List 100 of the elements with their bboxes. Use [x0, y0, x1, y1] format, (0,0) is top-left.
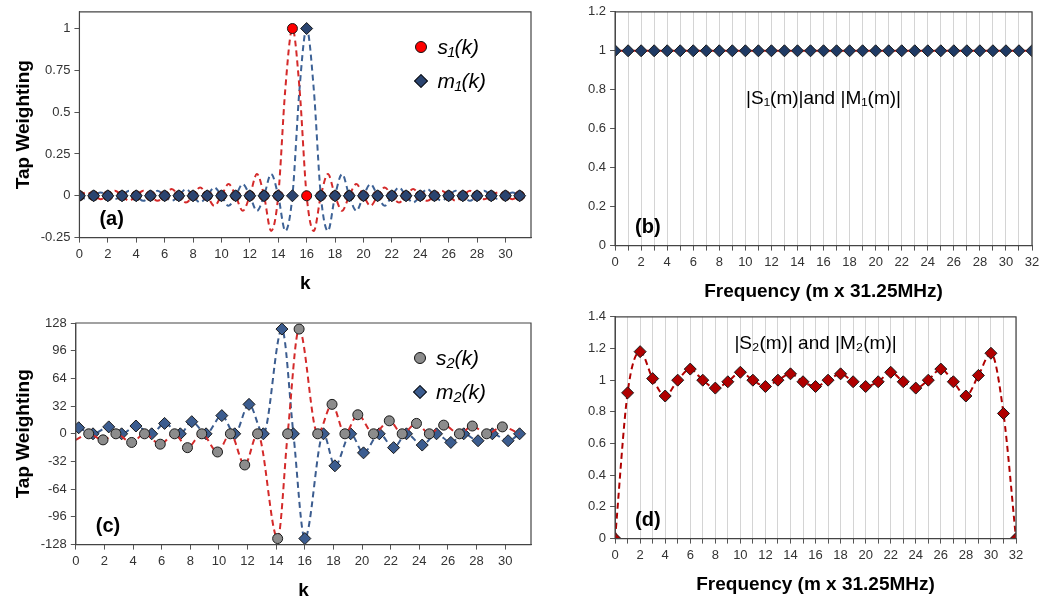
x-tick-label: 18 — [833, 546, 848, 562]
x-tick-label: 6 — [158, 552, 166, 568]
x-tick-label: 16 — [808, 546, 823, 562]
y-tick-label: -32 — [48, 453, 67, 469]
x-tick-label: 16 — [297, 552, 313, 568]
x-tick-label: 24 — [908, 546, 923, 562]
x-tick-label: 0 — [611, 253, 619, 269]
y-tick-label: -128 — [40, 536, 67, 552]
x-tick-label: 12 — [764, 253, 779, 269]
x-tick-label: 24 — [413, 245, 428, 261]
x-tick-label: 10 — [738, 253, 753, 269]
y-tick-label: 0.75 — [45, 61, 71, 77]
x-tick-label: 28 — [469, 245, 485, 261]
annotation: (c) — [95, 514, 121, 537]
y-tick-label: 1.4 — [587, 308, 607, 324]
legend-label: m₂(k) — [436, 379, 486, 405]
x-tick-label: 20 — [868, 253, 883, 269]
x-axis-title: k — [298, 578, 310, 600]
y-axis-title: Tap Weighting — [11, 369, 33, 499]
x-tick-label: 24 — [920, 253, 935, 269]
y-tick-label: 0.4 — [587, 159, 607, 175]
x-tick-label: 2 — [100, 552, 109, 568]
x-tick-label: 22 — [883, 546, 898, 562]
x-axis-title: Frequency (m x 31.25MHz) — [696, 572, 935, 594]
x-tick-label: 8 — [186, 552, 194, 568]
y-tick-label: 0 — [59, 425, 67, 441]
x-tick-label: 8 — [189, 245, 197, 261]
y-tick-label: 0.25 — [45, 145, 71, 161]
annotation: |S₁(m)|and |M₁(m)| — [746, 86, 902, 108]
y-tick-label: 0.8 — [587, 81, 607, 97]
x-tick-label: 26 — [933, 546, 949, 562]
x-tick-label: 30 — [983, 546, 999, 562]
annotation: (d) — [635, 508, 661, 531]
y-tick-label: 0.8 — [587, 403, 607, 419]
x-tick-label: 14 — [268, 552, 284, 568]
y-tick-label: 128 — [45, 314, 67, 330]
y-tick-label: -64 — [48, 480, 67, 496]
x-tick-label: 12 — [240, 552, 255, 568]
x-tick-label: 4 — [129, 552, 137, 568]
x-tick-label: 10 — [214, 245, 229, 261]
annotation: (b) — [635, 215, 661, 238]
x-tick-label: 18 — [327, 245, 343, 261]
legend-label: m₁(k) — [437, 67, 486, 94]
x-tick-label: 10 — [211, 552, 227, 568]
x-tick-label: 22 — [383, 552, 398, 568]
y-axis-title: Tap Weighting — [11, 60, 33, 190]
y-tick-label: 64 — [52, 369, 67, 385]
x-tick-label: 30 — [498, 245, 513, 261]
x-tick-label: 4 — [132, 245, 140, 261]
x-tick-label: 12 — [242, 245, 258, 261]
x-tick-label: 28 — [972, 253, 988, 269]
x-tick-label: 18 — [326, 552, 341, 568]
x-tick-label: 26 — [441, 245, 456, 261]
x-tick-label: 32 — [1024, 253, 1040, 269]
y-tick-label: 0.4 — [587, 466, 607, 482]
y-tick-label: 1 — [598, 42, 607, 58]
legend-label: s₂(k) — [436, 345, 479, 371]
x-tick-label: 30 — [998, 253, 1014, 269]
x-tick-label: 16 — [816, 253, 831, 269]
y-tick-label: 0 — [63, 187, 71, 203]
y-tick-label: 0 — [598, 530, 607, 546]
x-tick-label: 0 — [611, 546, 619, 562]
x-tick-label: 30 — [498, 552, 513, 568]
x-tick-label: 14 — [783, 546, 798, 562]
y-tick-label: 0.6 — [587, 120, 607, 136]
x-tick-label: 6 — [686, 546, 694, 562]
x-tick-label: 0 — [75, 245, 84, 261]
y-tick-label: -0.25 — [40, 229, 71, 245]
x-tick-label: 26 — [946, 253, 962, 269]
y-tick-label: 1 — [598, 371, 607, 387]
y-tick-label: 0.5 — [52, 103, 71, 119]
annotation: |S₂(m)| and |M₂(m)| — [734, 332, 897, 354]
y-tick-label: 0.2 — [587, 498, 607, 514]
x-tick-label: 22 — [894, 253, 909, 269]
x-tick-label: 12 — [758, 546, 773, 562]
x-tick-label: 20 — [858, 546, 873, 562]
x-tick-label: 8 — [715, 253, 723, 269]
x-tick-label: 2 — [637, 253, 645, 269]
x-tick-label: 2 — [104, 245, 112, 261]
x-axis-title: Frequency (m x 31.25MHz) — [704, 279, 943, 301]
legend-label: s₁(k) — [437, 33, 480, 60]
x-tick-label: 2 — [636, 546, 644, 562]
y-tick-label: 0.2 — [587, 198, 607, 214]
x-tick-label: 14 — [790, 253, 805, 269]
x-tick-label: 20 — [356, 245, 371, 261]
y-tick-label: 32 — [52, 397, 67, 413]
x-tick-label: 28 — [469, 552, 484, 568]
y-tick-label: 1.2 — [587, 3, 607, 19]
x-axis-title: k — [299, 271, 311, 293]
x-tick-label: 26 — [440, 552, 456, 568]
y-tick-label: 96 — [52, 342, 67, 358]
x-tick-label: 28 — [958, 546, 974, 562]
x-tick-label: 6 — [161, 245, 169, 261]
x-tick-label: 32 — [1008, 546, 1024, 562]
x-tick-label: 16 — [299, 245, 314, 261]
y-tick-label: 0.6 — [587, 435, 607, 451]
x-tick-label: 4 — [661, 546, 669, 562]
y-tick-label: 1.2 — [587, 340, 607, 356]
x-tick-label: 24 — [412, 552, 427, 568]
x-tick-label: 8 — [711, 546, 719, 562]
